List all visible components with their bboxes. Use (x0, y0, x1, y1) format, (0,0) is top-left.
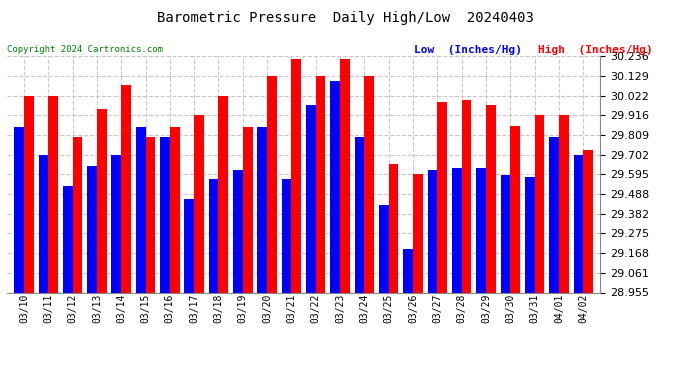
Bar (500, 176, 511, 292)
Bar (184, 200, 194, 292)
Bar (340, 59, 350, 292)
Bar (267, 76, 277, 292)
Bar (404, 249, 413, 292)
Bar (428, 170, 437, 292)
Bar (39, 155, 48, 292)
Bar (364, 76, 374, 292)
Bar (355, 136, 364, 292)
Bar (121, 85, 131, 292)
Bar (97, 109, 107, 292)
Bar (282, 179, 291, 292)
Bar (48, 96, 58, 292)
Bar (233, 170, 243, 292)
Bar (63, 186, 72, 292)
Bar (194, 114, 204, 292)
Bar (136, 128, 146, 292)
Bar (573, 155, 583, 292)
Bar (511, 126, 520, 292)
Bar (535, 114, 544, 292)
Bar (219, 96, 228, 292)
Bar (87, 166, 97, 292)
Bar (486, 105, 495, 292)
Bar (583, 150, 593, 292)
Bar (160, 136, 170, 292)
Bar (306, 105, 316, 292)
Bar (462, 100, 471, 292)
Bar (549, 136, 559, 292)
Bar (257, 128, 267, 292)
Bar (388, 164, 398, 292)
Bar (331, 81, 340, 292)
Text: Low  (Inches/Hg): Low (Inches/Hg) (414, 45, 522, 55)
Bar (559, 114, 569, 292)
Text: High  (Inches/Hg): High (Inches/Hg) (538, 45, 653, 55)
Bar (291, 59, 301, 292)
Bar (437, 102, 447, 292)
Bar (413, 174, 423, 292)
Bar (243, 128, 253, 292)
Bar (72, 136, 82, 292)
Text: Copyright 2024 Cartronics.com: Copyright 2024 Cartronics.com (7, 45, 163, 54)
Bar (525, 177, 535, 292)
Bar (146, 136, 155, 292)
Bar (379, 205, 388, 292)
Bar (24, 96, 34, 292)
Text: Barometric Pressure  Daily High/Low  20240403: Barometric Pressure Daily High/Low 20240… (157, 11, 533, 25)
Bar (316, 76, 326, 292)
Bar (112, 155, 121, 292)
Bar (170, 128, 179, 292)
Bar (476, 168, 486, 292)
Bar (209, 179, 219, 292)
Bar (14, 128, 24, 292)
Bar (452, 168, 462, 292)
